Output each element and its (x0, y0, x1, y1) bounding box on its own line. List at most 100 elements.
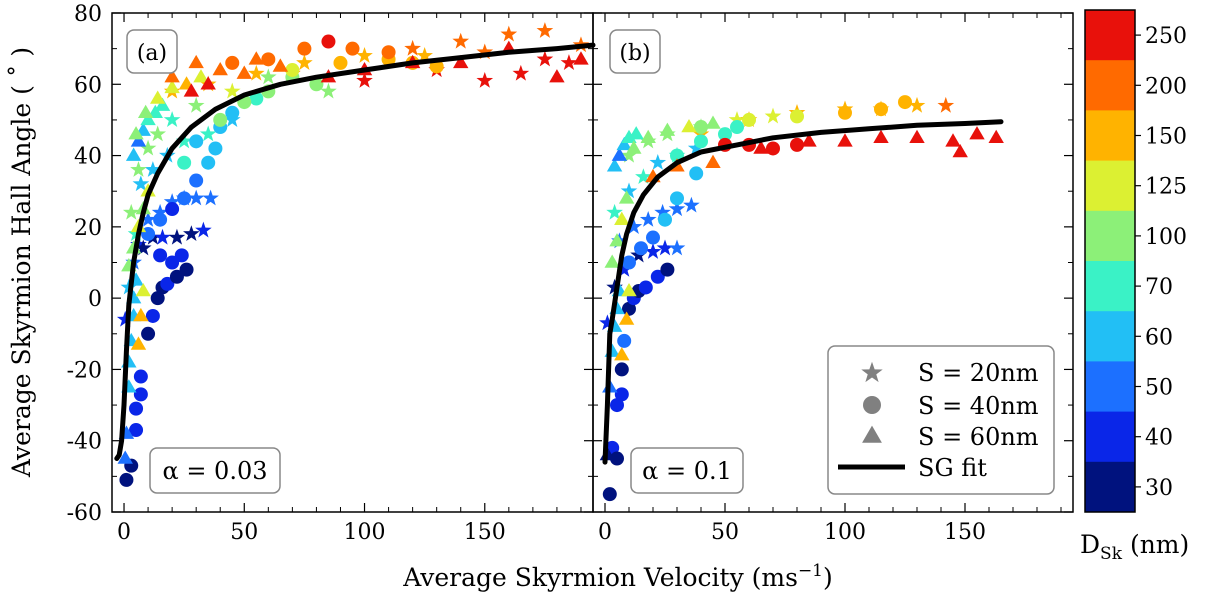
y-tick-label: -60 (67, 501, 102, 526)
x-axis-title-sup: −1 (798, 561, 823, 581)
colorbar-tick-label: 150 (1145, 125, 1187, 150)
data-point-star (668, 200, 686, 217)
panel-a-points (116, 22, 590, 487)
data-point-star (139, 139, 157, 156)
panel-a: 0 50 100 150 80 60 40 20 0 -20 -40 -60 (a) α = 0.03 (67, 2, 596, 545)
y-tick-label: 20 (74, 216, 102, 241)
data-point-star (687, 139, 705, 156)
data-point-circle (179, 262, 194, 277)
x-tick-label: 150 (464, 520, 506, 545)
data-point-triangle (705, 115, 721, 129)
data-point-star (560, 54, 578, 70)
y-tick-label: 0 (88, 287, 102, 312)
data-point-circle (261, 52, 276, 67)
colorbar-tick-label: 70 (1145, 275, 1173, 300)
panel-a-alpha-frame (149, 447, 281, 494)
data-point-circle (309, 77, 324, 92)
colorbar-ticks: 250 200 150 125 100 70 60 50 40 30 (1135, 24, 1187, 501)
colorbar-title-main: D (1080, 530, 1100, 559)
data-point-triangle (164, 69, 180, 83)
data-point-triangle (272, 58, 289, 72)
legend-frame (827, 345, 1055, 495)
x-axis-title: Average Skyrmion Velocity (ms−1) (402, 561, 833, 592)
data-point-triangle (183, 83, 200, 97)
data-point-circle (646, 230, 660, 245)
data-point-circle (694, 134, 708, 149)
data-point-circle (177, 155, 192, 170)
data-point-triangle (618, 311, 635, 325)
data-point-triangle (549, 69, 565, 83)
data-point-circle (213, 112, 228, 127)
data-point-star (536, 22, 554, 38)
panel-b-label: (b) (619, 41, 650, 66)
data-point-circle (617, 333, 632, 348)
data-point-star (476, 71, 494, 88)
panel-b-alpha-label: α = 0.1 (642, 457, 732, 485)
data-point-triangle (628, 126, 644, 140)
data-point-triangle (611, 147, 628, 161)
data-point-triangle (621, 282, 637, 297)
legend-triangle-marker (862, 425, 882, 443)
data-point-circle (614, 387, 629, 402)
data-point-star (183, 225, 200, 242)
colorbar: 250 200 150 125 100 70 60 50 40 30 DSk (nm) (1080, 9, 1189, 564)
data-point-triangle (618, 190, 635, 204)
panel-a-sg-fit-line (114, 42, 596, 461)
data-point-star (683, 196, 700, 213)
data-point-triangle (801, 133, 817, 147)
data-point-circle (119, 472, 134, 487)
panel-a-ticks: 0 50 100 150 80 60 40 20 0 -20 -40 -60 (67, 2, 593, 545)
data-point-star (654, 203, 671, 220)
data-point-star (187, 189, 205, 206)
data-point-triangle (128, 126, 144, 140)
data-point-star (620, 182, 638, 199)
data-point-star (764, 107, 782, 124)
data-point-star (416, 47, 433, 63)
data-point-triangle (969, 126, 985, 140)
data-point-star (296, 54, 313, 70)
data-point-circle (634, 241, 648, 256)
data-point-star (130, 161, 147, 177)
data-point-circle (660, 262, 675, 277)
data-point-star (163, 193, 181, 209)
data-point-star (127, 225, 145, 242)
data-point-circle (614, 362, 629, 377)
data-point-star (175, 132, 193, 149)
y-tick-label: -40 (67, 430, 102, 455)
data-point-star (134, 239, 152, 256)
colorbar-tick-label: 200 (1145, 74, 1187, 99)
data-point-star (163, 111, 181, 128)
data-point-circle (150, 291, 165, 306)
legend-label-sg-fit: SG fit (918, 454, 987, 482)
data-point-circle (694, 120, 708, 135)
data-point-star (937, 96, 955, 113)
data-point-circle (225, 105, 240, 120)
colorbar-band (1085, 361, 1135, 413)
data-point-star (199, 125, 217, 142)
data-point-star (154, 228, 171, 245)
colorbar-band (1085, 411, 1135, 463)
colorbar-band (1085, 311, 1135, 362)
panel-a-label-box: (a) (126, 29, 178, 74)
data-point-star (452, 32, 470, 49)
panel-b: 0 50 100 150 (b) α = 0.1 (592, 12, 1074, 545)
data-point-star (356, 71, 373, 88)
data-point-triangle (130, 336, 147, 350)
x-tick-label: 0 (117, 520, 131, 545)
colorbar-tick-label: 30 (1145, 476, 1173, 501)
data-point-triangle (616, 136, 632, 151)
colorbar-title: DSk (nm) (1080, 530, 1189, 564)
data-point-star (139, 210, 157, 227)
data-point-triangle (135, 282, 151, 297)
data-point-star (599, 314, 616, 331)
data-point-star (144, 161, 162, 177)
data-point-star (606, 203, 623, 220)
data-point-circle (153, 212, 168, 227)
data-point-circle (177, 191, 192, 206)
data-point-circle (189, 173, 204, 188)
data-point-circle (225, 55, 240, 70)
data-point-circle (129, 401, 144, 416)
data-point-star (500, 25, 518, 42)
data-point-star (635, 168, 652, 185)
data-point-star (404, 39, 421, 56)
